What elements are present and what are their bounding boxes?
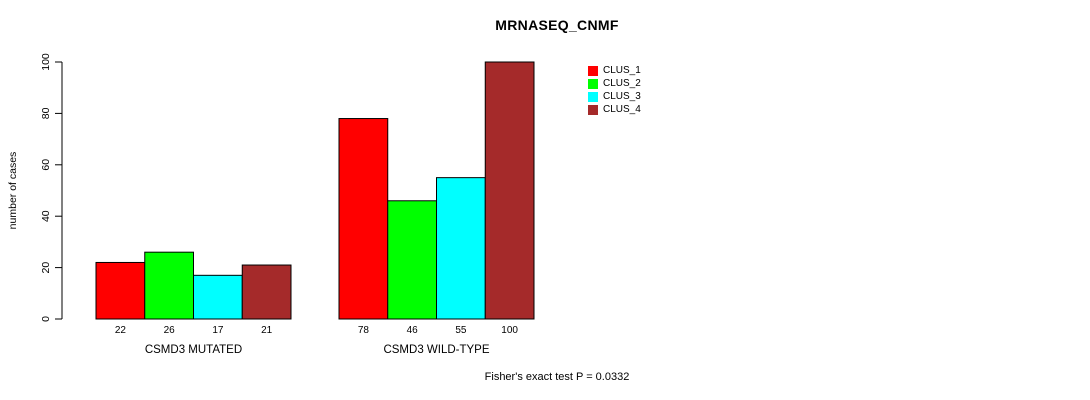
legend-label: CLUS_1: [603, 65, 641, 76]
bar-value-label: 78: [358, 325, 370, 336]
legend: CLUS_1 CLUS_2 CLUS_3 CLUS_4: [588, 64, 641, 116]
bar-clus_4: [484, 61, 535, 320]
legend-swatch-clus-4: [588, 104, 598, 115]
legend-swatch-clus-2: [588, 78, 598, 89]
bar-clus_1: [338, 118, 389, 320]
bar-value-label: 21: [261, 325, 273, 336]
bar-value-label: 46: [407, 325, 419, 336]
bar-value-label: 17: [212, 325, 224, 336]
legend-item: CLUS_2: [588, 77, 641, 90]
y-axis-tick-label: 100: [40, 53, 52, 71]
bar-clus_1: [95, 261, 146, 320]
bar-clus_4: [241, 264, 292, 320]
bar-clus_3: [193, 274, 243, 320]
chart-title: MRNASEQ_CNMF: [495, 17, 619, 33]
legend-label: CLUS_2: [603, 78, 641, 89]
y-axis-tick-label: 80: [40, 107, 52, 119]
legend-swatch-clus-3: [588, 91, 598, 102]
bar-clus_2: [387, 200, 437, 320]
bar-clus_3: [436, 177, 486, 320]
bar-clus_2: [144, 251, 194, 320]
legend-item: CLUS_1: [588, 64, 641, 77]
y-axis-label: number of cases: [7, 152, 19, 230]
legend-label: CLUS_3: [603, 91, 641, 102]
stat-annotation: Fisher's exact test P = 0.0332: [484, 371, 630, 383]
legend-item: CLUS_3: [588, 90, 641, 103]
y-axis-tick-label: 0: [40, 316, 52, 322]
x-group-label: CSMD3 MUTATED: [145, 344, 242, 356]
bar-value-label: 22: [115, 325, 127, 336]
bar-value-label: 55: [455, 325, 467, 336]
legend-label: CLUS_4: [603, 104, 641, 115]
y-axis-tick-label: 60: [40, 159, 52, 171]
y-axis-tick-label: 40: [40, 210, 52, 222]
legend-item: CLUS_4: [588, 103, 641, 116]
y-axis-tick-label: 20: [40, 262, 52, 274]
bar-value-label: 26: [164, 325, 176, 336]
bar-value-label: 100: [501, 325, 518, 336]
x-group-label: CSMD3 WILD-TYPE: [383, 344, 489, 356]
legend-swatch-clus-1: [588, 65, 598, 76]
